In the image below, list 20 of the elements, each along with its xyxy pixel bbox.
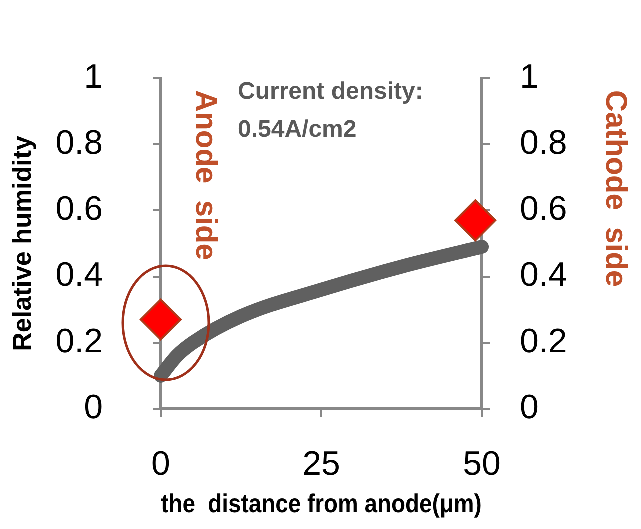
x-axis-title: the distance from anode(μm) — [161, 490, 482, 519]
y2-tick-label: 0.8 — [520, 124, 568, 162]
x-tick-label: 25 — [302, 444, 340, 483]
y2-tick-label: 1 — [520, 58, 539, 96]
text: Cathode side — [600, 90, 633, 288]
y-tick-label: 0.8 — [56, 124, 103, 162]
x-tick-label: 50 — [463, 444, 501, 483]
y2-tick-label: 0.4 — [520, 256, 568, 294]
y-tick-label: 1 — [84, 58, 103, 96]
y-tick-label: 0 — [84, 388, 103, 426]
y-tick-label: 0.2 — [56, 322, 103, 360]
y-tick-label: 0.4 — [56, 256, 103, 294]
y-tick-label: 0.6 — [56, 190, 103, 228]
y2-tick-label: 0.6 — [520, 190, 568, 228]
y2-tick-label: 0.2 — [520, 322, 568, 360]
annotation: Anode side — [190, 90, 223, 260]
annotation: Current density: 0.54A/cm2 — [238, 78, 424, 144]
y2-tick-label: 0 — [520, 388, 539, 426]
x-tick-label: 0 — [152, 444, 170, 483]
y-axis-title: Relative humidity — [6, 136, 37, 352]
